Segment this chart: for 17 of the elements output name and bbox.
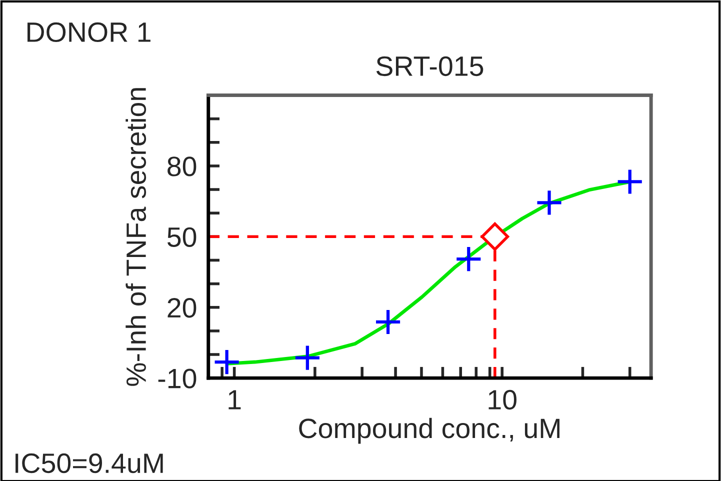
y-tick-label: 20 [168,298,196,318]
point [214,350,239,374]
text: IC50=9.4uM [16,453,163,474]
point [456,247,481,272]
point [537,190,562,215]
x-axis-title: Compound conc., uM [299,418,560,444]
y-tick-label: -10 [158,368,196,388]
point [295,346,320,370]
x-tick-label: 10 [488,390,516,410]
x-tick-label: 1 [228,390,241,410]
y-tick-label: 80 [168,156,196,176]
y-tick-label: 50 [167,227,196,247]
text: DONOR 1 [28,22,150,42]
chart-title: SRT-015 [376,56,484,76]
point [376,310,400,334]
point [618,170,642,194]
y-axis-title: %-Inh of TNFa secretion [126,88,146,386]
